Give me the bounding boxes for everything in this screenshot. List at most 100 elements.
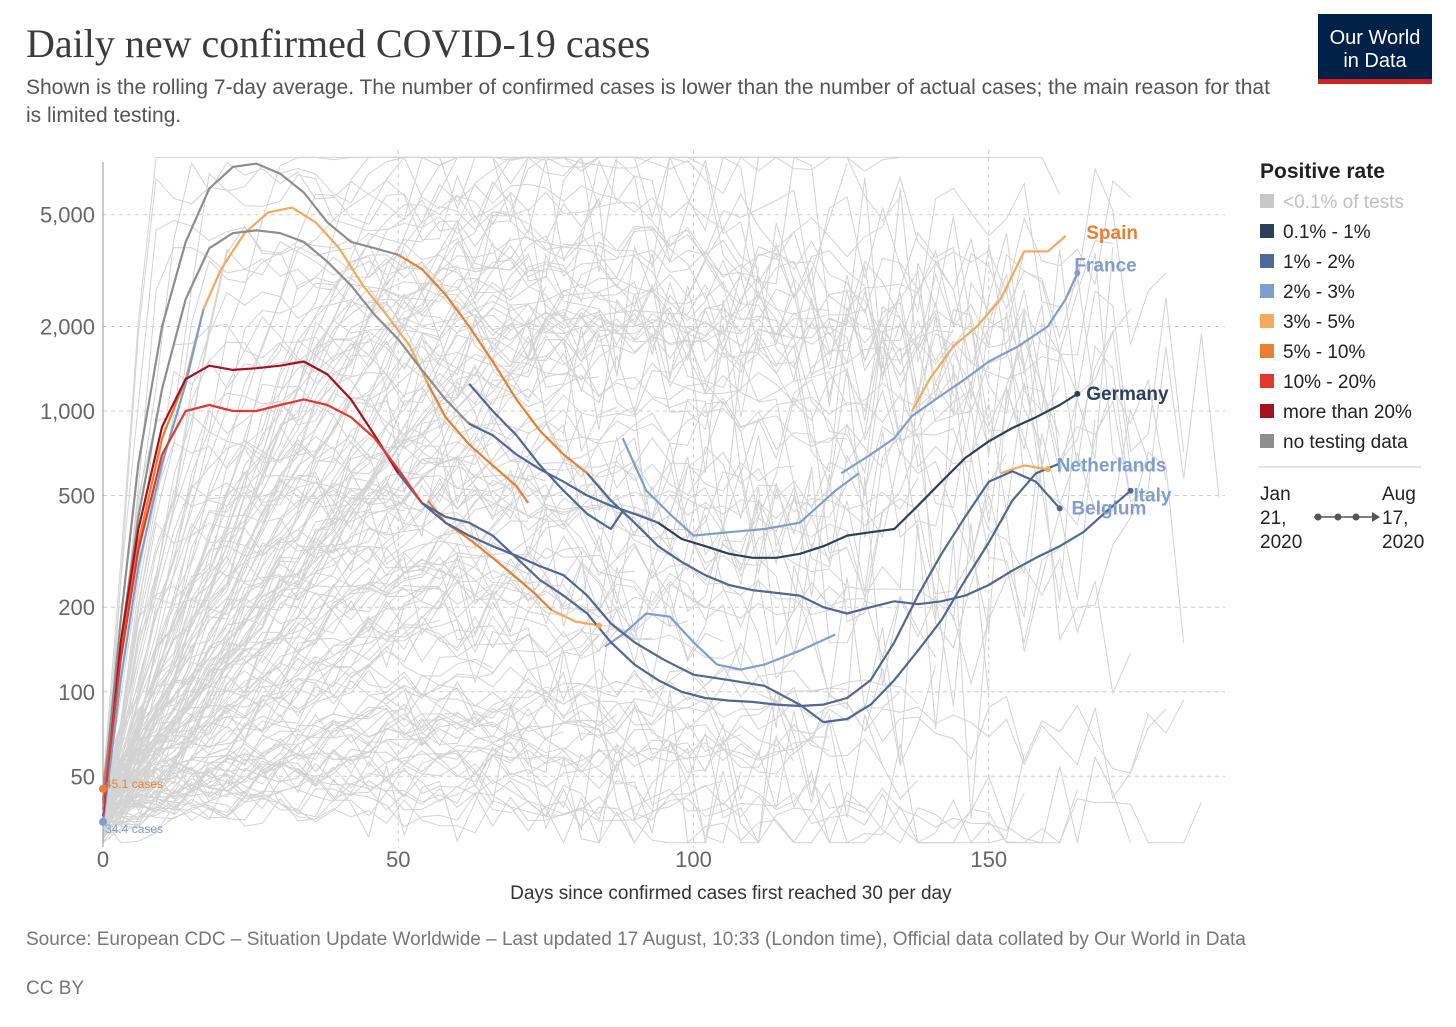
chart-canvas: Spain France Germany Netherlands ItalyBelgiu…: [40, 150, 1424, 904]
legend-label: 5% - 10%: [1283, 342, 1365, 363]
series-line-segment: [426, 383, 530, 504]
series-line-segment: [421, 470, 1061, 708]
legend[interactable]: Positive rate <0.1% of tests 0.1% - 1% 1% -…: [1258, 160, 1424, 553]
legend-swatch: [1260, 374, 1274, 388]
start-annotation: 34.4 cases: [105, 822, 163, 836]
timeline-handle[interactable]: [1352, 513, 1360, 521]
background-country-line: [103, 394, 511, 827]
background-country-line: [103, 736, 830, 810]
timeline-handle[interactable]: [1334, 513, 1342, 521]
background-country-line: [103, 492, 635, 819]
background-country-line: [103, 731, 866, 845]
legend-item[interactable]: 2% - 3%: [1260, 282, 1355, 303]
legend-swatch: [1260, 194, 1274, 208]
background-country-line: [103, 432, 564, 789]
legend-swatch: [1260, 404, 1274, 418]
series-belgium[interactable]: [101, 398, 1061, 810]
background-country-line: [103, 285, 547, 797]
background-country-line: [103, 779, 1025, 832]
background-country-line: [103, 441, 493, 790]
owid-logo[interactable]: Our World in Data: [1318, 14, 1432, 84]
background-country-line: [103, 252, 1131, 807]
background-country-line: [103, 477, 919, 817]
legend-label: 2% - 3%: [1283, 282, 1355, 303]
background-country-line: [103, 462, 813, 786]
series-line-segment: [1000, 464, 1048, 475]
series-line-segment: [840, 272, 1079, 475]
legend-item[interactable]: <0.1% of tests: [1260, 192, 1404, 213]
background-country-line: [103, 300, 476, 785]
background-country-line: [103, 443, 1185, 816]
legend-item[interactable]: 10% - 20%: [1260, 372, 1376, 393]
legend-item[interactable]: more than 20%: [1260, 402, 1412, 423]
legend-item[interactable]: 1% - 2%: [1260, 252, 1355, 273]
background-country-line: [103, 740, 742, 844]
axes-layer: 50 100 200 500 1,000 2,000 5,000 0 50 100 150 Days …: [40, 162, 1007, 904]
background-country-line: [103, 581, 937, 819]
background-country-line: [103, 522, 990, 819]
background-country-line: [103, 481, 582, 802]
legend-item[interactable]: no testing data: [1260, 432, 1408, 453]
series-line-segment: [101, 398, 423, 810]
background-country-line: [103, 339, 1131, 791]
background-country-line: [103, 476, 990, 796]
series-label-netherlands: Netherlands: [1057, 455, 1167, 476]
legend-swatch: [1260, 344, 1274, 358]
background-country-line: [103, 489, 387, 818]
series-line-segment: [101, 229, 470, 804]
background-country-line: [103, 460, 794, 824]
background-country-line: [103, 641, 937, 815]
timeline-handle[interactable]: [1314, 513, 1322, 521]
series-end-marker: [1127, 487, 1134, 494]
background-country-line: [103, 268, 759, 786]
background-country-line: [103, 547, 635, 806]
timeline-start-label: Jan: [1260, 484, 1291, 505]
background-country-line: [103, 645, 493, 829]
series-netherlands[interactable]: [101, 360, 1061, 817]
series-line-segment: [397, 253, 588, 475]
background-country-line: [103, 557, 848, 826]
grid-layer: [103, 150, 1225, 847]
series-line-segment: [468, 383, 624, 531]
series-end-marker: [1044, 466, 1051, 473]
timeline-end-label: Aug: [1382, 484, 1416, 505]
x-tick-label: 0: [97, 847, 109, 872]
series-france[interactable]: [101, 235, 1079, 824]
background-country-line: [103, 408, 1149, 783]
series-italy[interactable]: [101, 162, 1132, 801]
background-country-line: [103, 216, 1025, 810]
legend-label: <0.1% of tests: [1283, 192, 1404, 213]
series-line-segment: [621, 437, 860, 537]
background-country-line: [103, 156, 688, 790]
series-label-germany: Germany: [1086, 384, 1169, 405]
legend-item[interactable]: 3% - 5%: [1260, 312, 1355, 333]
background-country-lines: [103, 155, 1220, 845]
background-country-line: [103, 580, 494, 824]
legend-item[interactable]: 0.1% - 1%: [1260, 222, 1371, 243]
background-country-line: [103, 156, 618, 835]
background-country-line: [103, 214, 795, 796]
series-germany[interactable]: [101, 229, 1078, 804]
series-line-segment: [551, 609, 600, 627]
y-tick-label: 5,000: [40, 203, 95, 228]
background-country-line: [103, 512, 848, 813]
background-country-line: [103, 724, 883, 807]
series-line-segment: [657, 392, 1078, 559]
timeline-control[interactable]: Jan 21, 2020 Aug 17, 2020: [1260, 484, 1424, 553]
background-country-line: [103, 583, 688, 789]
legend-swatch: [1260, 314, 1274, 328]
series-line-segment: [586, 472, 1132, 615]
series-line-segment: [397, 462, 1061, 724]
start-dot: [99, 817, 107, 826]
series-end-marker: [596, 622, 603, 629]
background-country-line: [103, 174, 511, 839]
timeline-start-label: 21,: [1260, 508, 1286, 529]
license-note[interactable]: CC BY: [26, 978, 85, 999]
timeline-start-label: 2020: [1260, 532, 1302, 553]
background-country-line: [103, 197, 671, 797]
background-country-line: [103, 156, 848, 820]
timeline-arrow-icon: [1372, 512, 1380, 522]
legend-item[interactable]: 5% - 10%: [1260, 342, 1365, 363]
legend-swatch: [1260, 224, 1274, 238]
series-spain[interactable]: [101, 206, 600, 790]
